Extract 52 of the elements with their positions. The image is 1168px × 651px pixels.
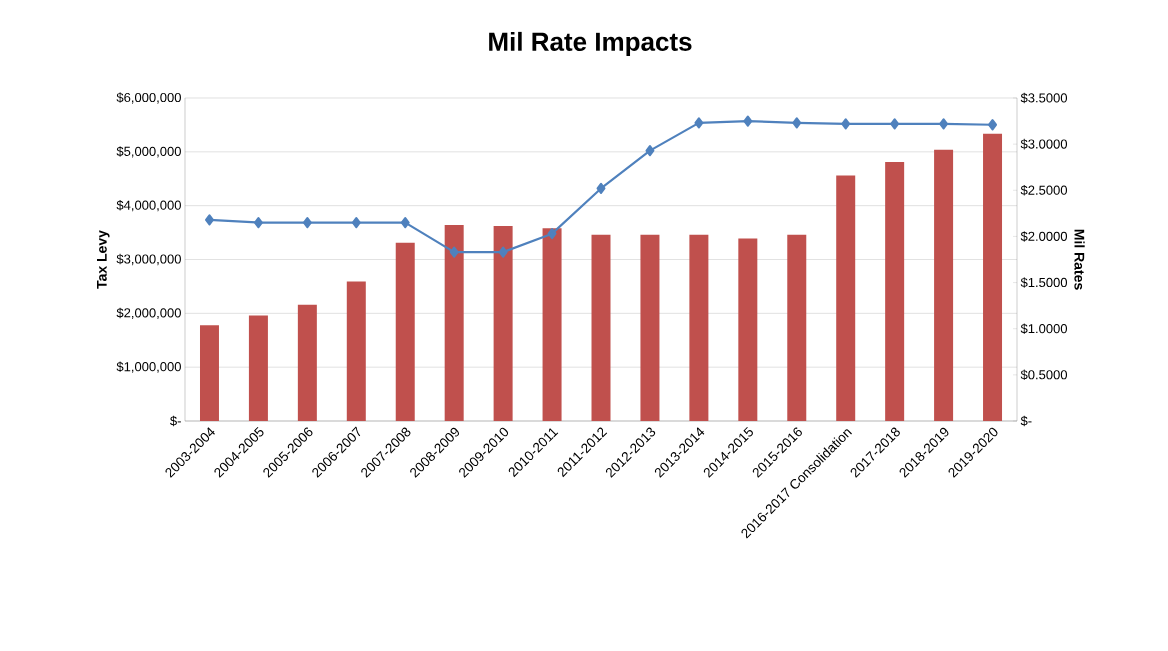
y2-tick-label: $1.0000 [1020, 323, 1068, 334]
bar [248, 315, 268, 421]
point [792, 117, 802, 129]
bar [395, 242, 415, 421]
bar [493, 226, 513, 421]
point [988, 119, 998, 131]
y-tick-label: $4,000,000 [116, 200, 181, 212]
bar [199, 325, 219, 421]
point [498, 246, 508, 258]
point [351, 216, 361, 229]
point [743, 115, 753, 127]
bar [346, 281, 366, 421]
bar [591, 234, 611, 421]
y-tick-label: $5,000,000 [116, 146, 181, 158]
point [939, 118, 949, 130]
y-tick-label: $3,000,000 [116, 253, 181, 266]
point [205, 214, 214, 226]
bar [885, 162, 905, 421]
bar [934, 149, 954, 421]
point [694, 117, 704, 129]
point [400, 216, 410, 229]
point [841, 118, 851, 130]
bar [836, 175, 856, 421]
bar [640, 234, 660, 421]
point [890, 118, 900, 130]
y-axis-title: Tax Levy [97, 230, 110, 289]
y-tick-label: $1,000,000 [116, 361, 181, 373]
y-tick-label: $- [170, 415, 181, 427]
y2-tick-label: $0.5000 [1020, 369, 1068, 381]
bar [542, 228, 562, 421]
point [596, 182, 606, 195]
bar [689, 234, 709, 421]
point [449, 246, 459, 258]
y-tick-label: $6,000,000 [116, 92, 181, 104]
point [253, 216, 263, 229]
point [547, 228, 557, 240]
point [645, 145, 655, 157]
bar [444, 225, 464, 421]
bar [297, 304, 317, 421]
y2-axis-title: Mil Rates [1074, 229, 1085, 290]
bar [983, 133, 1003, 421]
bar [787, 234, 807, 421]
y2-tick-label: $3.0000 [1020, 138, 1068, 150]
y2-tick-label: $3.5000 [1020, 92, 1068, 104]
y2-tick-label: $2.5000 [1020, 185, 1068, 196]
chart-title: Mil Rate Impacts [489, 31, 692, 57]
y2-tick-label: $- [1020, 415, 1032, 427]
y2-tick-label: $2.0000 [1020, 231, 1068, 242]
y2-tick-label: $1.5000 [1020, 277, 1068, 288]
point [302, 216, 312, 229]
y-tick-label: $2,000,000 [116, 307, 181, 319]
bar [738, 238, 758, 421]
